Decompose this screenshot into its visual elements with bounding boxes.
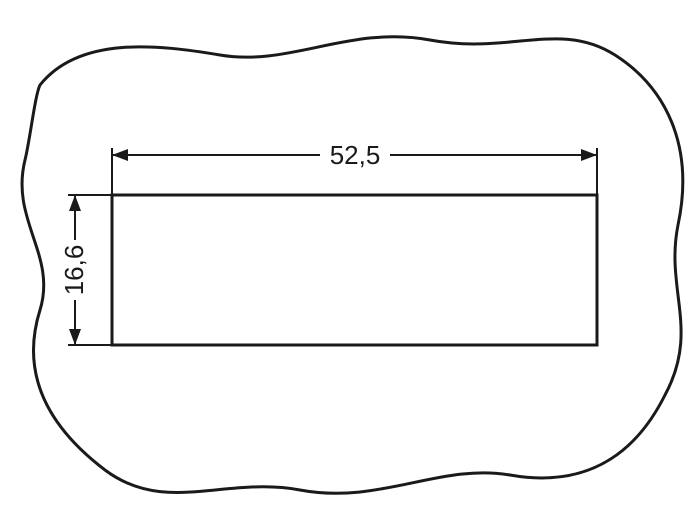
break-boundary — [22, 37, 683, 494]
dimension-width: 52,5 — [112, 140, 597, 195]
dimension-height-label: 16,6 — [59, 245, 89, 296]
technical-drawing: 52,5 16,6 — [0, 0, 697, 531]
cutout-rectangle — [112, 195, 597, 345]
arrow-down-icon — [69, 329, 81, 345]
arrow-left-icon — [112, 149, 128, 161]
arrow-right-icon — [581, 149, 597, 161]
dimension-width-label: 52,5 — [330, 140, 381, 170]
dimension-height: 16,6 — [59, 195, 112, 345]
arrow-up-icon — [69, 195, 81, 211]
